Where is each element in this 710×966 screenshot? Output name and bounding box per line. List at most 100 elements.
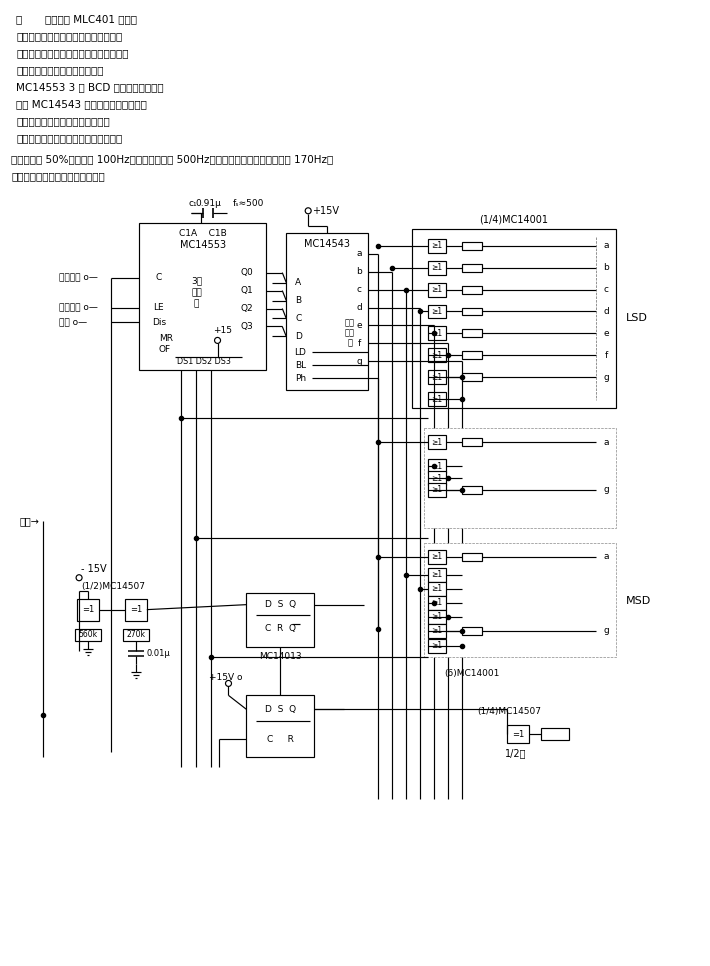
Bar [427,582,446,596]
Bar [427,261,446,274]
Text: MC14543: MC14543 [304,239,350,248]
Bar [427,610,446,624]
Text: 270k: 270k [126,630,146,639]
Text: Ph: Ph [295,374,306,383]
Text: c: c [356,285,361,294]
Text: C  R  Q: C R Q [265,624,296,633]
Text: ≥1: ≥1 [431,473,442,482]
Text: ≥1: ≥1 [431,307,442,316]
Text: D: D [295,332,302,341]
Text: =1: =1 [82,605,94,614]
Text: +15V o: +15V o [209,673,242,682]
Bar [427,239,446,253]
Text: ≥1: ≥1 [431,351,442,360]
Text: ≥1: ≥1 [431,263,442,272]
Text: LD: LD [294,348,306,356]
Text: c: c [604,285,608,294]
Text: ≥1: ≥1 [431,373,442,382]
Text: ≥1: ≥1 [431,641,442,650]
Text: a: a [604,553,608,561]
Bar [462,352,481,359]
Text: a: a [356,249,361,258]
Bar [77,599,99,620]
Bar [427,459,446,473]
Text: =1: =1 [512,729,525,739]
Text: g: g [603,373,609,382]
Text: 液晶显示器。这种显示器比动态散射液: 液晶显示器。这种显示器比动态散射液 [16,31,123,42]
Text: - 15V: - 15V [81,564,106,574]
Text: 图       电路采用 MLC401 场效应: 图 电路采用 MLC401 场效应 [16,14,137,24]
Text: ≥1: ≥1 [431,486,442,495]
Text: LE: LE [153,303,164,312]
Text: MR: MR [159,334,173,343]
Text: 器: 器 [194,299,200,308]
Text: 3位: 3位 [191,276,202,285]
Text: 构成的方波振荡器产生。其信号占空比: 构成的方波振荡器产生。其信号占空比 [16,133,123,143]
Text: +15V: +15V [312,206,339,215]
Text: c₁: c₁ [188,199,197,209]
Text: 供给 MC14543 中的译码器和驱动器。: 供给 MC14543 中的译码器和驱动器。 [16,99,147,109]
Bar [427,471,446,485]
Text: f: f [604,351,608,360]
Bar [427,327,446,340]
Bar [427,624,446,638]
Bar [427,568,446,582]
Text: g: g [603,486,609,495]
Text: (6)MC14001: (6)MC14001 [444,668,499,678]
Bar [508,725,530,743]
Text: C: C [155,273,162,282]
Text: DS1 DS2 DS3: DS1 DS2 DS3 [177,356,231,366]
Text: ≥1: ≥1 [431,626,442,635]
Bar [246,696,314,757]
Bar [462,486,481,494]
Text: ≥1: ≥1 [431,612,442,621]
Bar [462,627,481,635]
Text: 晶显示器更适合于多路转换、计数器、锁: 晶显示器更适合于多路转换、计数器、锁 [16,48,129,58]
Text: 锁存: 锁存 [345,327,355,337]
Text: e: e [356,321,362,330]
Text: a: a [604,438,608,446]
Text: 1/2位: 1/2位 [505,749,526,758]
Text: g: g [603,626,609,635]
Text: b: b [356,268,362,276]
Bar [123,629,149,640]
Text: (1/4)MC14001: (1/4)MC14001 [479,214,548,225]
Text: a: a [604,242,608,250]
Bar [462,242,481,249]
Text: 译码: 译码 [345,318,355,327]
Text: ≥1: ≥1 [431,570,442,580]
Bar [246,593,314,646]
Text: ≥1: ≥1 [431,329,442,338]
Text: f: f [357,339,361,348]
Text: 远远超过可觉察的闪烁变化速度。: 远远超过可觉察的闪烁变化速度。 [11,171,105,181]
Text: 复位→: 复位→ [19,516,39,526]
Text: d: d [603,307,609,316]
Bar [462,553,481,561]
Bar [427,435,446,449]
Text: =1: =1 [130,605,142,614]
Bar [462,439,481,446]
Text: D  S  Q: D S Q [265,600,296,610]
Bar [427,596,446,610]
Text: ≥1: ≥1 [431,553,442,561]
Text: C: C [295,314,301,323]
Text: 禁止 o—: 禁止 o— [59,318,87,327]
Text: ≥1: ≥1 [431,285,442,294]
Text: ≥1: ≥1 [431,242,442,250]
Bar [75,629,101,640]
Text: MC14013: MC14013 [259,652,302,661]
Text: C     R: C R [267,735,294,744]
Text: ≥1: ≥1 [431,438,442,446]
Bar [427,639,446,652]
Text: Q0: Q0 [240,269,253,277]
Text: 同步输入 o—: 同步输入 o— [59,273,98,282]
Text: 译码缓冲 o—: 译码缓冲 o— [59,303,98,312]
Bar [462,286,481,294]
Bar [427,349,446,362]
Text: ≥1: ≥1 [431,462,442,470]
Bar [427,550,446,564]
Text: 计数: 计数 [191,288,202,298]
Text: 560k: 560k [79,630,97,639]
Text: Dis: Dis [152,318,166,327]
Bar [427,283,446,297]
